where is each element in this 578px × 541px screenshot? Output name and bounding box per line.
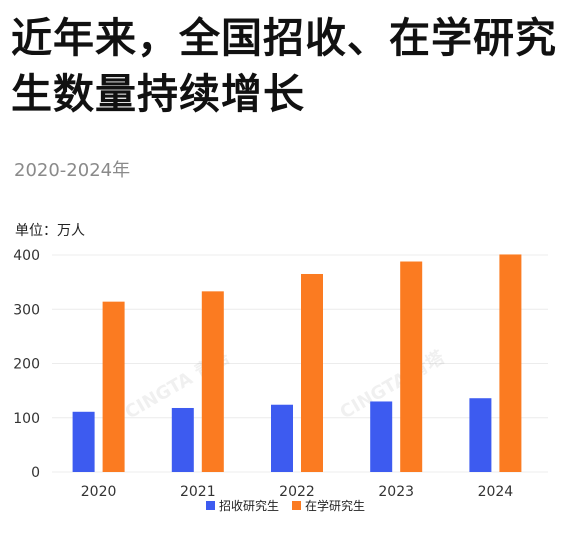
legend-label: 招收研究生 xyxy=(219,498,279,513)
x-axis-ticks: 2020 2021 2022 2023 2024 xyxy=(81,484,514,500)
bars xyxy=(72,254,522,472)
legend-swatch xyxy=(292,501,301,510)
bar-enrolled-new xyxy=(271,404,293,472)
chart-subtitle: 2020-2024年 xyxy=(14,160,131,181)
x-tick-label: 2021 xyxy=(180,484,216,500)
x-tick-label: 2024 xyxy=(478,484,514,500)
y-tick-label: 100 xyxy=(13,411,40,427)
legend-label: 在学研究生 xyxy=(305,498,365,513)
y-tick-label: 0 xyxy=(31,465,40,481)
bar-enrolled-total xyxy=(499,254,522,472)
x-tick-label: 2022 xyxy=(279,484,315,500)
y-axis-ticks: 0 100 200 300 400 xyxy=(13,248,40,481)
bar-enrolled-total xyxy=(102,301,125,472)
bar-enrolled-total xyxy=(301,273,323,472)
bar-enrolled-new xyxy=(171,407,194,472)
bar-enrolled-new xyxy=(370,401,393,472)
legend: 招收研究生 在学研究生 xyxy=(206,498,365,513)
watermark-text: CINGTA 青塔 xyxy=(336,346,449,424)
x-tick-label: 2023 xyxy=(378,484,414,500)
legend-swatch xyxy=(206,501,215,510)
unit-label: 单位：万人 xyxy=(15,223,85,239)
bar-enrolled-new xyxy=(469,398,492,472)
chart-title: 近年来，全国招收、在学研究生数量持续增长 xyxy=(11,14,557,118)
x-tick-label: 2020 xyxy=(81,484,117,500)
y-tick-label: 300 xyxy=(13,302,40,318)
bar-enrolled-total xyxy=(201,291,224,472)
bar-enrolled-total xyxy=(400,261,423,472)
y-tick-label: 400 xyxy=(13,248,40,264)
y-tick-label: 200 xyxy=(13,357,40,373)
bar-enrolled-new xyxy=(72,411,95,472)
gridlines xyxy=(52,254,548,473)
